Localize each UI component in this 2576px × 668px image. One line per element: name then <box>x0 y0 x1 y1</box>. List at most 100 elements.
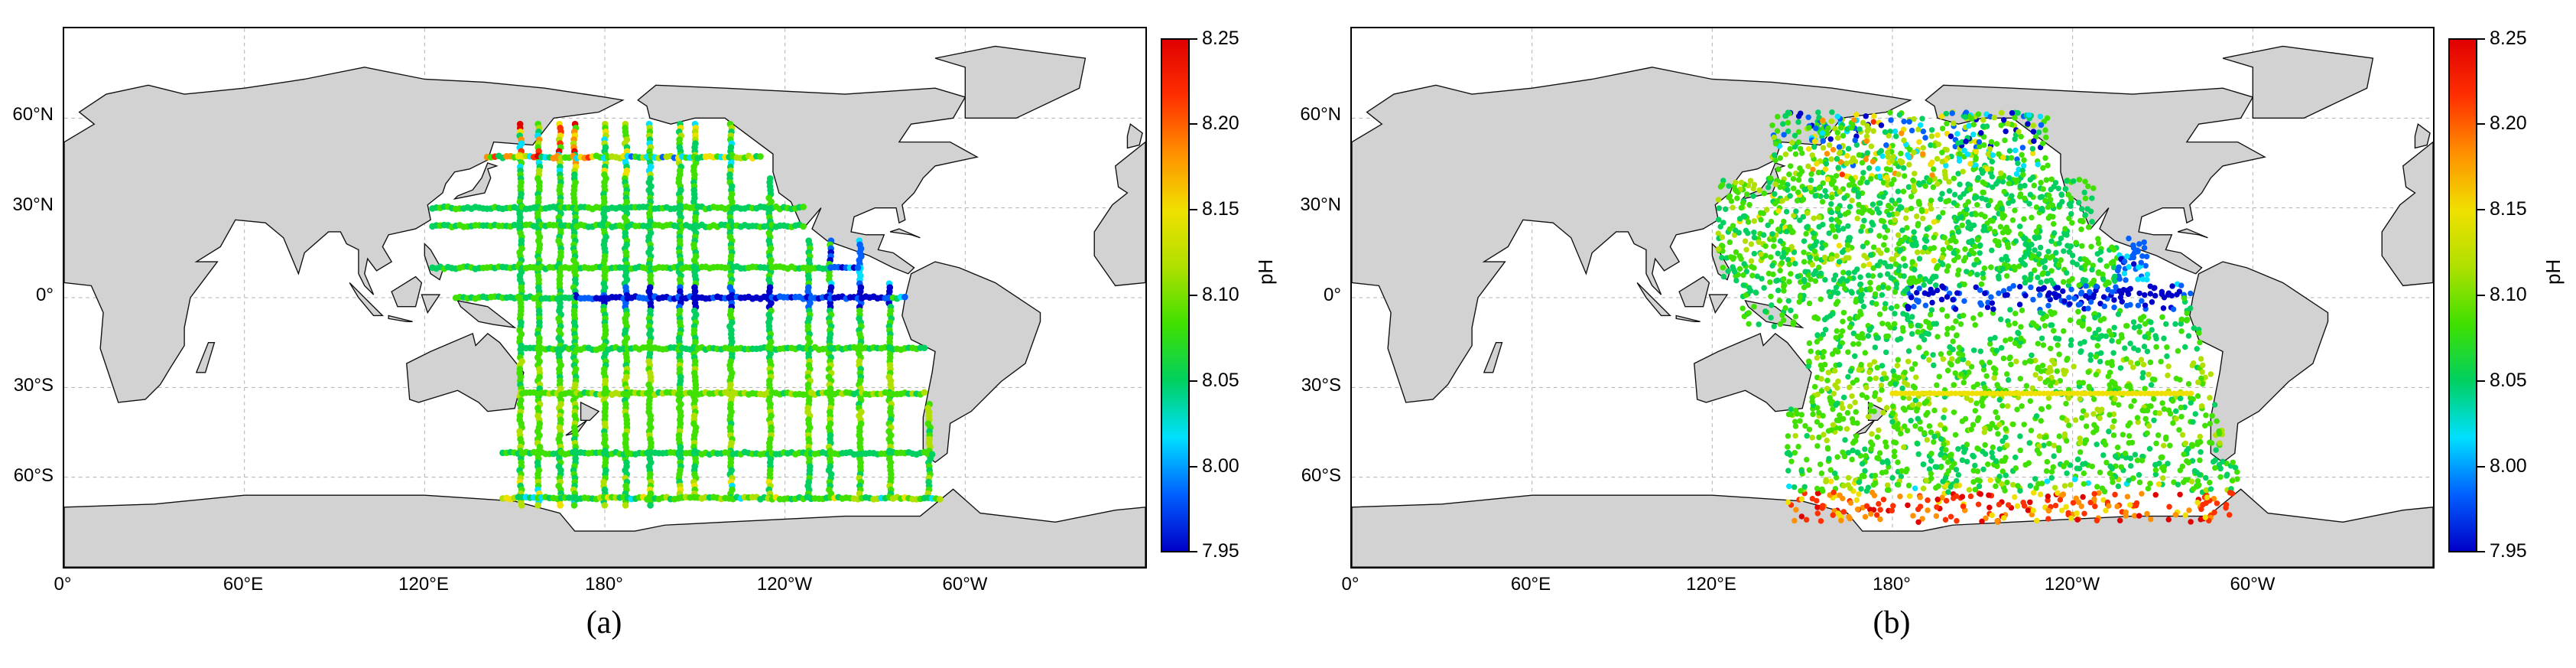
observation-point <box>1962 255 1969 261</box>
lon-label-180: 180° <box>585 574 623 595</box>
observation-point <box>1795 129 1802 135</box>
observation-point <box>2021 422 2027 428</box>
observation-point <box>1928 458 1934 464</box>
observation-point <box>1877 507 1883 513</box>
observation-point <box>1941 455 1947 461</box>
observation-point <box>2026 200 2032 207</box>
observation-point <box>1995 431 2001 437</box>
observation-point <box>1973 148 1980 155</box>
observation-point <box>1756 187 1762 194</box>
observation-point <box>2185 333 2192 339</box>
observation-point <box>1915 415 1921 422</box>
observation-point <box>1902 380 1908 386</box>
observation-point <box>1717 223 1723 230</box>
observation-point <box>2161 442 2167 449</box>
observation-point <box>2057 497 2064 503</box>
observation-point <box>1931 407 1938 414</box>
observation-point <box>2042 127 2048 133</box>
observation-point <box>2138 259 2144 266</box>
observation-point <box>1906 395 1912 402</box>
observation-point <box>1885 149 1891 156</box>
observation-point <box>2045 516 2051 522</box>
observation-point <box>1874 364 1880 371</box>
observation-point <box>1785 119 1792 126</box>
observation-point <box>2141 239 2147 246</box>
observation-point <box>2006 285 2012 292</box>
observation-point <box>1814 504 1821 510</box>
observation-point <box>1720 273 1727 280</box>
observation-point <box>1781 288 1787 294</box>
observation-point <box>2211 402 2218 408</box>
observation-point <box>1792 419 1798 425</box>
observation-point <box>1834 129 1841 136</box>
observation-point <box>1771 243 1777 249</box>
observation-point <box>1818 376 1824 382</box>
observation-point <box>1909 314 1915 320</box>
observation-point <box>1986 341 1993 347</box>
observation-point <box>2021 236 2028 242</box>
observation-point <box>2144 348 2151 354</box>
observation-point <box>1916 402 1922 408</box>
observation-point <box>1791 212 1797 219</box>
observation-point <box>1906 493 1913 500</box>
observation-point <box>1917 425 1924 432</box>
observation-point <box>2156 410 2162 416</box>
observation-point <box>1920 461 1927 468</box>
observation-point <box>518 502 525 509</box>
observation-point <box>2040 186 2046 192</box>
colorbar-a-tick-795: 7.95 <box>1202 540 1239 562</box>
observation-point <box>1797 217 1803 223</box>
observation-point <box>2130 345 2137 351</box>
observation-point <box>2100 497 2107 503</box>
observation-point <box>1890 368 1896 374</box>
observation-point <box>1882 301 1889 307</box>
observation-point <box>1793 208 1799 214</box>
observation-point <box>1840 269 1847 275</box>
observation-point <box>2118 332 2125 338</box>
observation-point <box>2055 336 2062 342</box>
observation-point <box>1916 256 1923 262</box>
landmass <box>1675 314 1701 322</box>
observation-point <box>1996 474 2003 480</box>
observation-point <box>2194 500 2201 506</box>
observation-point <box>1842 285 1848 292</box>
observation-point <box>1896 112 1903 118</box>
observation-point <box>1850 330 1857 337</box>
observation-point <box>2133 500 2140 507</box>
observation-point <box>1853 376 1860 383</box>
observation-point <box>2145 485 2152 492</box>
observation-point <box>1907 146 1913 153</box>
observation-point <box>1869 442 1876 448</box>
observation-point <box>1748 241 1755 247</box>
observation-point <box>1826 142 1833 148</box>
observation-point <box>1730 223 1736 229</box>
observation-point <box>1794 197 1801 204</box>
observation-point <box>1939 307 1945 313</box>
observation-point <box>1957 321 1964 327</box>
observation-point <box>1894 303 1900 310</box>
observation-point <box>2075 308 2081 315</box>
observation-point <box>1955 446 1961 452</box>
observation-point <box>1876 210 1882 216</box>
observation-point <box>2144 272 2151 278</box>
observation-point <box>1821 432 1827 438</box>
observation-point <box>1733 249 1740 256</box>
observation-point <box>1809 435 1815 441</box>
observation-point <box>2064 470 2070 477</box>
observation-point <box>1954 518 1960 524</box>
observation-point <box>1872 344 1879 350</box>
observation-point <box>2068 481 2074 488</box>
observation-point <box>1817 296 1824 302</box>
observation-point <box>1886 212 1892 218</box>
observation-point <box>2089 463 2096 470</box>
observation-point <box>1943 497 1950 504</box>
observation-point <box>2223 501 2230 508</box>
observation-point <box>1925 291 1931 298</box>
observation-point <box>2012 115 2018 121</box>
observation-point <box>1965 199 1971 205</box>
observation-point <box>1954 477 1960 484</box>
observation-point <box>1919 516 1925 522</box>
observation-point <box>1836 144 1843 150</box>
observation-point <box>2187 395 2194 401</box>
observation-point <box>1955 171 1961 177</box>
